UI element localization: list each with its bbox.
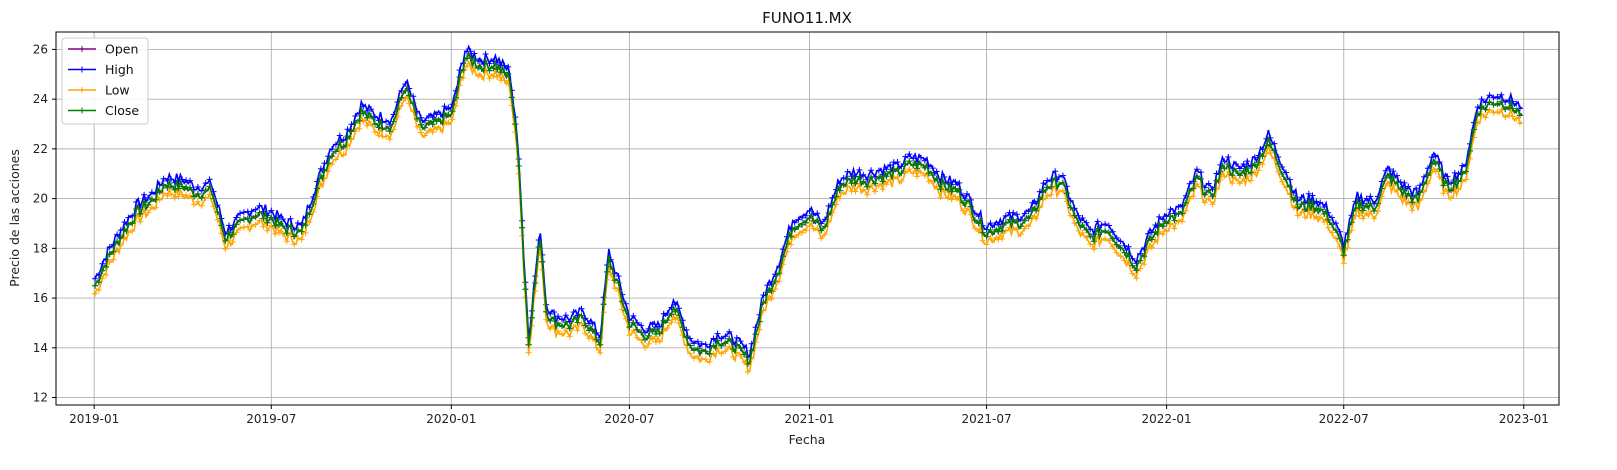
series-line-close [94,51,1523,366]
series-line-high [94,44,1523,359]
legend-label-close: Close [105,103,139,118]
plot-frame [55,31,1560,406]
y-tick-label: 26 [33,42,48,56]
y-axis-label: Precio de las acciones [7,149,22,287]
series-markers-high [92,48,1523,360]
x-tick-label: 2019-01 [69,412,119,426]
x-tick-label: 2022-01 [1142,412,1192,426]
series-markers-low [92,63,1523,375]
legend: Open High Low Close [61,37,149,125]
x-tick-label: 2021-01 [784,412,834,426]
x-tick-label: 2021-07 [961,412,1011,426]
y-tick-label: 22 [33,142,48,156]
x-tick-label: 2020-01 [426,412,476,426]
x-tick-label: 2023-01 [1499,412,1549,426]
x-tick-label: 2020-07 [604,412,654,426]
legend-marker [79,46,85,52]
y-axis: 12 14 16 18 20 22 24 26 [33,42,56,405]
y-tick-label: 14 [33,341,48,355]
legend-box [61,37,149,125]
series-layer [92,44,1523,375]
series-close [92,51,1523,367]
chart-title: FUNO11.MX [762,9,852,27]
legend-label-low: Low [105,83,130,98]
y-tick-label: 16 [33,291,48,305]
x-axis: 2019-01 2019-07 2020-01 2020-07 2021-01 2021-… [69,405,1549,426]
series-line-low [94,59,1523,374]
y-tick-label: 24 [33,92,48,106]
y-tick-label: 20 [33,192,48,206]
series-high [92,44,1523,360]
x-tick-label: 2019-07 [246,412,296,426]
legend-label-high: High [105,62,134,77]
legend-marker [79,66,85,73]
y-tick-label: 12 [33,391,48,405]
x-tick-label: 2022-07 [1319,412,1369,426]
legend-label-open: Open [105,42,138,57]
series-low [92,59,1523,375]
series-markers-close [92,55,1523,367]
legend-marker [79,107,85,114]
x-axis-label: Fecha [789,432,826,447]
y-tick-label: 18 [33,241,48,255]
legend-marker [79,87,85,93]
